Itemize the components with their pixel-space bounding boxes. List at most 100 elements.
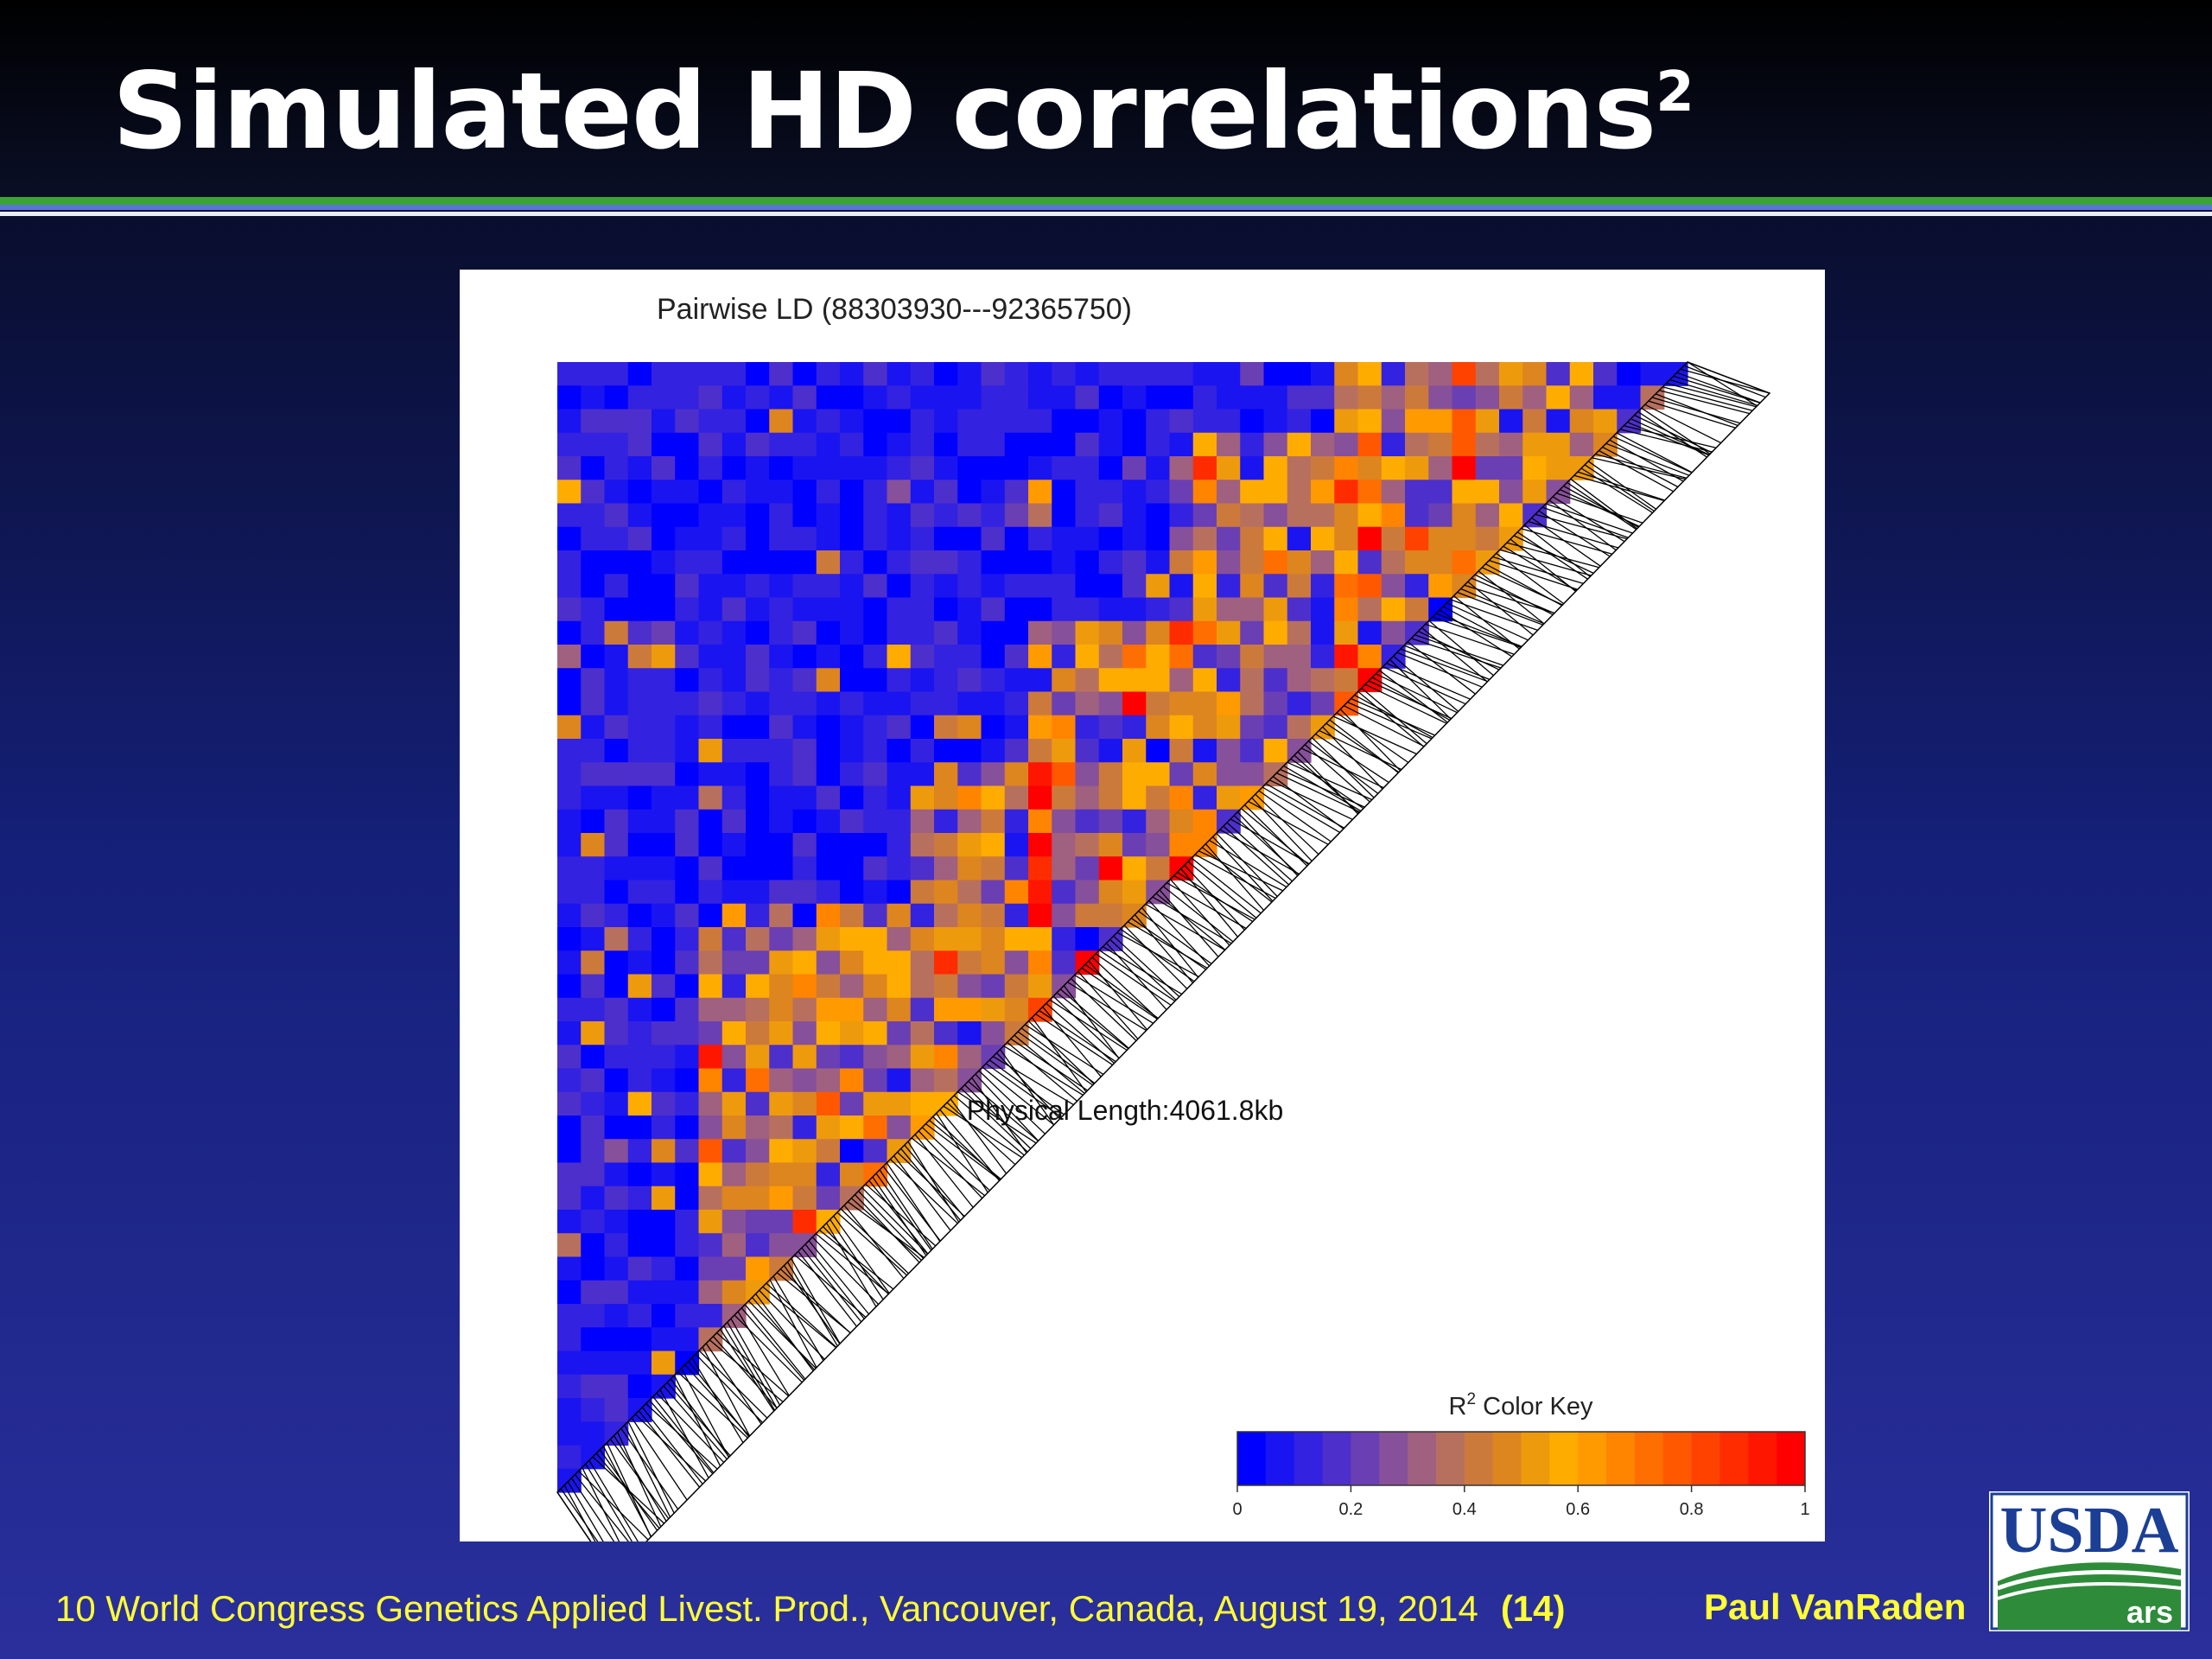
heatmap-cell bbox=[910, 597, 935, 622]
heatmap-cell bbox=[652, 903, 676, 928]
heatmap-cell bbox=[557, 1091, 582, 1116]
heatmap-cell bbox=[1122, 715, 1147, 740]
snp-line bbox=[695, 1353, 764, 1423]
heatmap-cell bbox=[1311, 480, 1335, 505]
color-key-tick-label: 1 bbox=[1800, 1500, 1809, 1519]
heatmap-cell bbox=[1122, 456, 1147, 480]
heatmap-cell bbox=[1052, 785, 1077, 810]
heatmap-cell bbox=[1311, 668, 1335, 693]
snp-line bbox=[1145, 903, 1226, 951]
snp-line bbox=[1039, 1009, 1116, 1063]
heatmap-cell bbox=[746, 645, 770, 669]
snp-line bbox=[794, 1254, 867, 1318]
snp-line bbox=[1481, 567, 1563, 606]
heatmap-cell bbox=[675, 432, 700, 457]
heatmap-cell bbox=[581, 480, 606, 505]
snp-line bbox=[1407, 641, 1476, 695]
heatmap-cell bbox=[1357, 385, 1382, 410]
heatmap-cell bbox=[887, 833, 912, 857]
snp-line bbox=[641, 1407, 703, 1484]
heatmap-cell bbox=[1052, 809, 1077, 834]
heatmap-cell bbox=[721, 1185, 747, 1211]
heatmap-cell bbox=[557, 409, 582, 434]
heatmap-cell bbox=[1192, 668, 1217, 693]
snp-line bbox=[1212, 836, 1274, 902]
heatmap-cell bbox=[721, 550, 747, 575]
heatmap-cell bbox=[1122, 739, 1147, 763]
heatmap-cell bbox=[840, 856, 864, 881]
heatmap-cell bbox=[981, 526, 1006, 551]
heatmap-cell bbox=[863, 456, 888, 480]
heatmap-cell bbox=[792, 1045, 817, 1070]
heatmap-cell bbox=[652, 691, 676, 716]
heatmap-cell bbox=[652, 856, 676, 881]
heatmap-cell bbox=[1169, 620, 1194, 645]
heatmap-cell bbox=[769, 432, 794, 457]
heatmap-cell bbox=[746, 620, 770, 645]
snp-line bbox=[1351, 697, 1435, 736]
snp-line bbox=[1528, 520, 1619, 549]
snp-line bbox=[1573, 474, 1665, 502]
heatmap-cell bbox=[1428, 409, 1453, 434]
snp-line bbox=[556, 1491, 592, 1541]
heatmap-cell bbox=[746, 1021, 770, 1046]
heatmap-cell bbox=[721, 997, 747, 1022]
heatmap-cell bbox=[675, 362, 700, 386]
heatmap-cell bbox=[1546, 456, 1571, 480]
heatmap-cell bbox=[1240, 762, 1265, 787]
heatmap-cell bbox=[627, 480, 652, 505]
heatmap-cell bbox=[1381, 597, 1406, 622]
heatmap-cell bbox=[816, 1045, 841, 1070]
snp-line bbox=[737, 1311, 790, 1396]
heatmap-cell bbox=[769, 503, 794, 528]
heatmap-cell bbox=[1452, 456, 1477, 480]
heatmap-cell bbox=[1146, 620, 1171, 645]
heatmap-cell bbox=[746, 668, 770, 693]
heatmap-cell bbox=[627, 1139, 652, 1164]
heatmap-cell bbox=[1263, 550, 1288, 575]
heatmap-cell bbox=[721, 809, 747, 834]
heatmap-cell bbox=[1098, 715, 1123, 740]
heatmap-cell bbox=[1287, 645, 1312, 669]
heatmap-cell bbox=[557, 1280, 582, 1305]
snp-line bbox=[946, 1102, 1016, 1166]
snp-line bbox=[1541, 506, 1629, 538]
heatmap-cell bbox=[934, 1068, 958, 1093]
heatmap-cell bbox=[1334, 645, 1359, 669]
heatmap-cell bbox=[1146, 480, 1171, 505]
heatmap-cell bbox=[792, 645, 817, 669]
snp-line bbox=[1031, 1017, 1087, 1093]
heatmap-cell bbox=[627, 597, 652, 622]
heatmap-cell bbox=[604, 691, 629, 716]
heatmap-cell bbox=[887, 409, 912, 434]
heatmap-cell bbox=[652, 1139, 676, 1164]
heatmap-cell bbox=[769, 1091, 794, 1116]
color-key-swatch bbox=[1691, 1432, 1720, 1485]
heatmap-cell bbox=[746, 550, 770, 575]
heatmap-cell bbox=[604, 1021, 629, 1046]
heatmap-cell bbox=[675, 997, 700, 1022]
snp-line bbox=[798, 1250, 858, 1327]
snp-line bbox=[1194, 854, 1276, 899]
snp-line bbox=[840, 1208, 909, 1274]
color-key-swatch bbox=[1777, 1432, 1806, 1485]
snp-line bbox=[1177, 871, 1254, 923]
heatmap-cell bbox=[769, 668, 794, 693]
snp-line bbox=[1255, 793, 1319, 855]
snp-line bbox=[1166, 882, 1247, 930]
heatmap-cell bbox=[1028, 503, 1052, 528]
snp-line bbox=[709, 1339, 784, 1402]
heatmap-cell bbox=[1405, 480, 1429, 505]
heatmap-cell bbox=[1452, 550, 1477, 575]
heatmap-cell bbox=[604, 1162, 629, 1187]
heatmap-cell bbox=[721, 1280, 747, 1305]
heatmap-cell bbox=[1146, 456, 1171, 480]
heatmap-cell bbox=[1381, 432, 1406, 457]
heatmap-cell bbox=[910, 550, 935, 575]
heatmap-cell bbox=[1311, 597, 1335, 622]
heatmap-cell bbox=[746, 1210, 770, 1234]
heatmap-cell bbox=[557, 1021, 582, 1046]
heatmap-cell bbox=[816, 362, 841, 386]
heatmap-cell bbox=[557, 1398, 582, 1422]
heatmap-cell bbox=[1311, 385, 1335, 410]
